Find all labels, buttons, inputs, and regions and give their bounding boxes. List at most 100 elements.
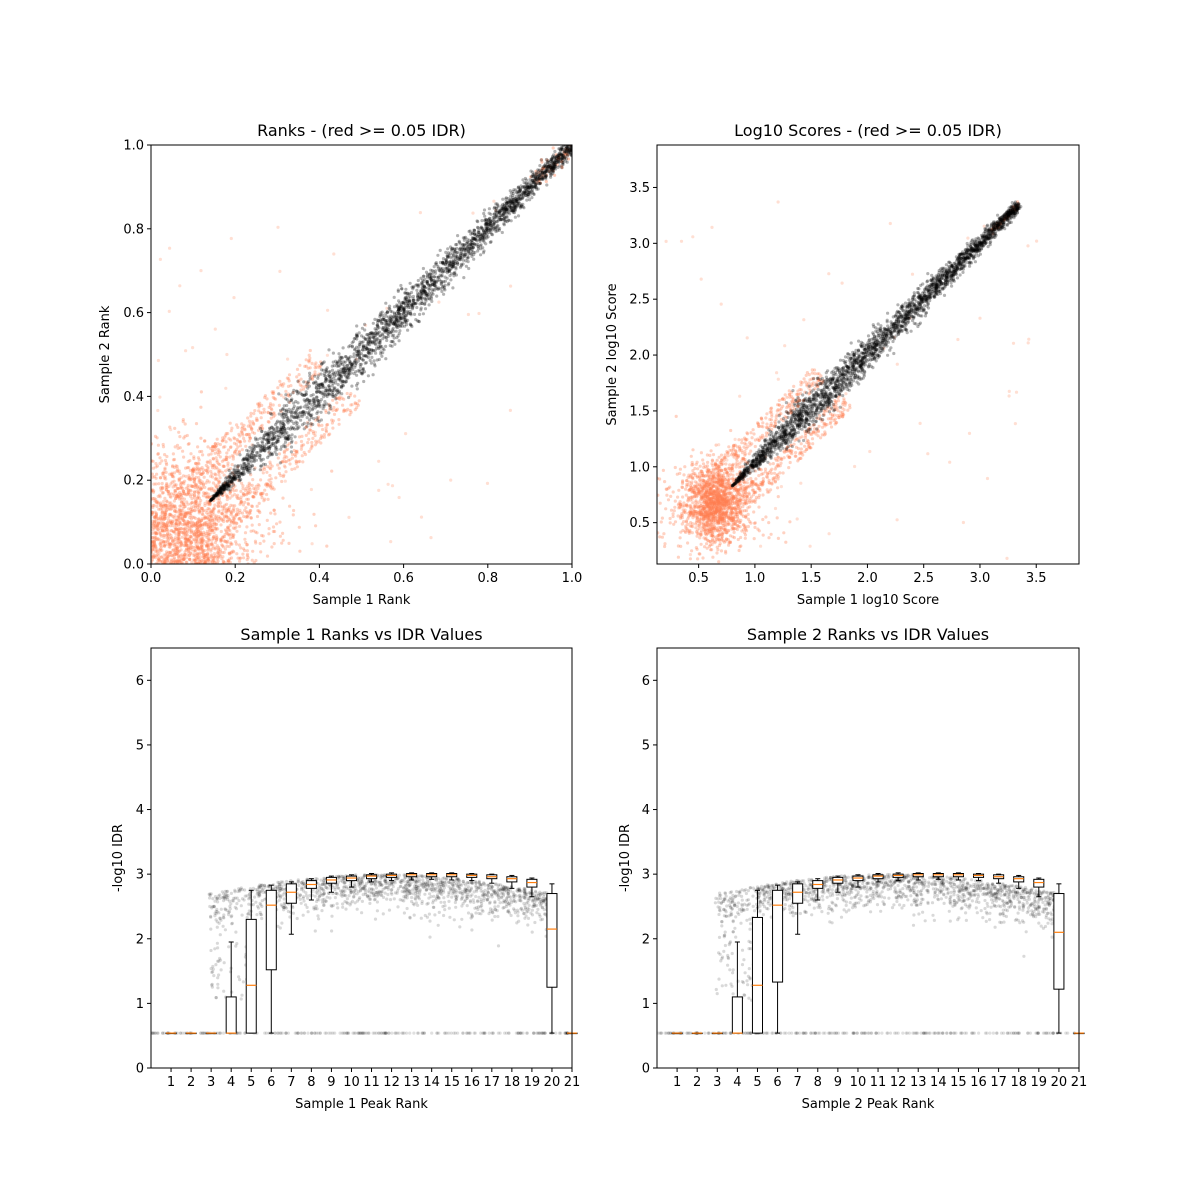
y-tick-label: 0.0	[123, 558, 144, 573]
pass-point	[445, 254, 449, 258]
y-tick-label: 1.0	[123, 139, 144, 154]
pass-point	[309, 394, 313, 398]
fail-point	[197, 529, 201, 534]
fail-point	[210, 555, 214, 559]
fail-point	[172, 539, 176, 543]
fail-point	[186, 510, 190, 514]
fail-point	[205, 511, 209, 515]
fail-point	[210, 516, 214, 520]
fail-point	[307, 353, 311, 357]
pass-point	[400, 321, 404, 325]
fail-point	[190, 545, 194, 549]
fail-point	[191, 468, 195, 473]
fail-point	[229, 556, 234, 560]
fail-point	[197, 478, 201, 482]
pass-point	[429, 268, 433, 272]
fail-point	[300, 454, 304, 458]
fail-point	[167, 492, 172, 496]
fail-point	[173, 537, 177, 542]
fail-point	[203, 439, 207, 443]
fail-point	[179, 508, 183, 513]
fail-point	[184, 533, 188, 537]
fail-point	[191, 484, 195, 489]
fail-point	[225, 457, 229, 462]
fail-point	[178, 284, 182, 288]
fail-point	[167, 518, 171, 522]
fail-point	[322, 435, 326, 439]
fail-point	[194, 534, 199, 538]
pass-point	[305, 424, 309, 428]
fail-point	[197, 517, 201, 521]
fail-point	[243, 428, 247, 432]
fail-point	[199, 540, 203, 544]
fail-point	[185, 540, 189, 544]
fail-point	[178, 528, 182, 532]
fail-point	[212, 552, 217, 556]
fail-point	[295, 451, 299, 455]
fail-point	[218, 468, 222, 473]
fail-point	[181, 489, 186, 493]
fail-point	[186, 460, 190, 464]
fail-point	[229, 481, 233, 485]
fail-point	[156, 522, 160, 526]
fail-point	[213, 451, 217, 455]
pass-point	[538, 181, 542, 185]
fail-point	[341, 403, 345, 407]
fail-point	[325, 544, 329, 548]
fail-point	[185, 522, 189, 526]
fail-point	[209, 542, 213, 546]
fail-point	[168, 512, 172, 517]
fail-point	[152, 489, 156, 493]
fail-point	[186, 476, 190, 480]
fail-point	[308, 358, 312, 362]
pass-point	[374, 351, 378, 355]
pass-point	[301, 410, 305, 414]
pass-point	[272, 427, 276, 431]
fail-point	[276, 386, 280, 390]
panel-ranks: Ranks - (red >= 0.05 IDR) 0.0 0.2 0.4 0.6 0.…	[98, 121, 582, 608]
fail-point	[171, 458, 176, 462]
fail-point	[215, 460, 219, 464]
fail-point	[179, 492, 183, 497]
fail-point	[214, 546, 218, 550]
pass-point	[368, 358, 372, 362]
fail-point	[207, 501, 211, 505]
pass-point	[403, 314, 408, 318]
fail-point	[172, 557, 176, 561]
fail-point	[240, 429, 244, 433]
fail-point	[220, 493, 225, 497]
fail-point	[182, 557, 186, 561]
fail-point	[215, 493, 219, 497]
pass-point	[563, 150, 567, 154]
fail-point	[258, 541, 262, 546]
fail-point	[216, 493, 220, 497]
pass-point	[238, 453, 242, 457]
fail-point	[229, 236, 233, 241]
pass-point	[471, 237, 475, 241]
fail-point	[186, 539, 190, 543]
fail-point	[162, 544, 166, 548]
fail-point	[199, 555, 203, 559]
pass-point	[270, 412, 274, 416]
fail-point	[172, 457, 177, 462]
pass-point	[277, 412, 281, 416]
fail-point	[189, 541, 194, 545]
fail-point	[197, 490, 201, 494]
fail-point	[229, 551, 233, 555]
fail-point	[188, 488, 192, 492]
pass-point	[466, 260, 470, 264]
fail-point	[163, 467, 167, 471]
fail-point	[209, 514, 213, 518]
fail-point	[348, 409, 352, 413]
fail-point	[179, 485, 184, 489]
fail-point	[227, 482, 231, 487]
pass-point	[392, 305, 397, 309]
fail-point	[163, 503, 167, 507]
pass-point	[289, 440, 294, 445]
fail-point	[200, 540, 204, 544]
fail-point	[164, 484, 168, 488]
fail-point	[156, 528, 160, 532]
fail-point	[202, 555, 206, 559]
fail-point	[238, 559, 242, 563]
fail-point	[214, 528, 218, 532]
